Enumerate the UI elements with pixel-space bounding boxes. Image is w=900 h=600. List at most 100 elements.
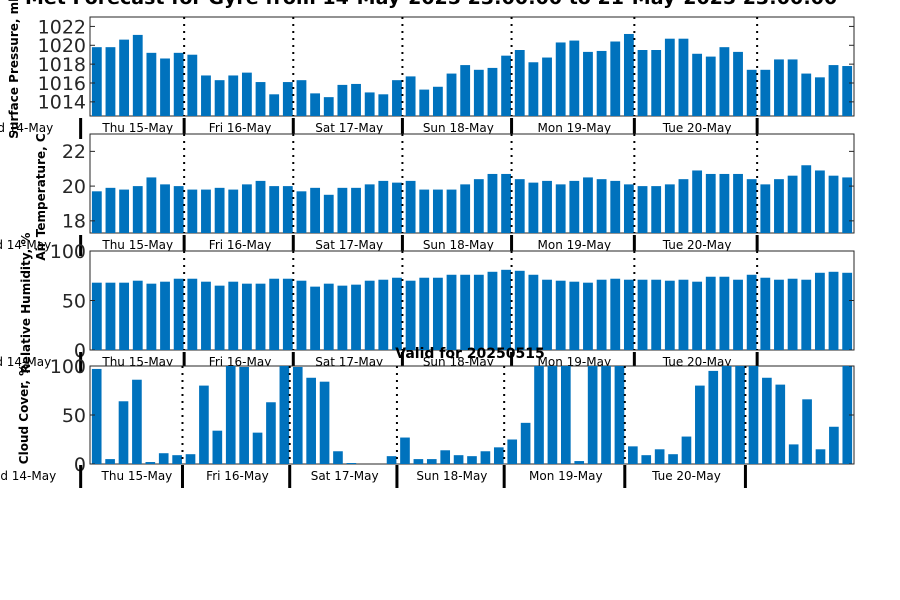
bar	[664, 38, 675, 116]
bar	[733, 51, 743, 116]
bar	[105, 282, 116, 350]
bar	[528, 182, 539, 233]
bar	[542, 279, 552, 350]
y-tick-label: 50	[62, 405, 86, 427]
bar	[212, 430, 223, 464]
bar	[473, 274, 484, 350]
y-axis-label: Air Temperature, C	[34, 133, 48, 261]
bar	[296, 280, 307, 350]
bar	[528, 274, 539, 350]
bar	[501, 269, 512, 350]
bar	[788, 444, 799, 464]
bar	[105, 459, 115, 464]
bar	[351, 83, 361, 116]
bar	[364, 184, 375, 233]
bar	[555, 184, 566, 233]
bar	[378, 279, 389, 350]
bar	[705, 173, 716, 233]
bar	[601, 366, 611, 464]
bar	[507, 439, 518, 464]
bar	[555, 42, 566, 116]
bar	[319, 381, 330, 464]
bar	[392, 277, 402, 350]
bar	[760, 69, 771, 116]
bar	[323, 194, 334, 233]
day-label: Sat 17-May	[311, 469, 379, 483]
bar	[346, 463, 357, 464]
bar	[514, 179, 525, 233]
bar	[801, 279, 812, 350]
bar	[282, 186, 293, 233]
bar	[333, 451, 343, 464]
bar	[520, 422, 531, 464]
bar	[432, 189, 443, 233]
bar	[705, 276, 716, 350]
y-tick-label: 100	[50, 356, 86, 378]
bar	[91, 282, 102, 350]
bar	[623, 279, 634, 350]
bar	[405, 180, 416, 233]
bar	[172, 455, 182, 464]
bar	[534, 366, 544, 464]
bar	[419, 277, 430, 350]
bar	[774, 279, 784, 350]
bar	[187, 278, 198, 350]
bar	[664, 280, 675, 350]
bar	[733, 173, 743, 233]
bar	[146, 283, 157, 350]
bar	[514, 50, 525, 116]
bar	[542, 57, 552, 116]
bar	[119, 39, 130, 116]
bar	[828, 271, 839, 350]
bar	[501, 173, 512, 233]
bar	[132, 280, 143, 350]
bar	[842, 66, 853, 116]
bar	[719, 276, 730, 350]
panel-title: Valid for 20250515	[395, 346, 544, 362]
day-label: Thu 15-May	[101, 238, 173, 252]
day-label: Wed 14-May	[0, 121, 53, 135]
bar	[228, 281, 239, 350]
day-label: Tue 20-May	[651, 469, 721, 483]
bar	[118, 401, 129, 464]
bar	[400, 437, 410, 464]
bar	[337, 187, 348, 233]
y-tick-label: 100	[50, 241, 86, 263]
bar	[405, 76, 416, 116]
bar	[228, 189, 239, 233]
bar	[473, 69, 484, 116]
bar	[787, 278, 798, 350]
bar	[528, 62, 539, 116]
bar	[91, 368, 102, 464]
day-label: Wed 14-May	[0, 469, 56, 483]
bar	[241, 184, 252, 233]
bar	[681, 436, 692, 464]
bar	[405, 280, 416, 350]
day-label: Fri 16-May	[209, 238, 272, 252]
bar	[323, 283, 334, 350]
bar	[842, 177, 853, 233]
bar	[378, 180, 389, 233]
bar	[610, 180, 621, 233]
bar	[623, 184, 634, 233]
bar	[555, 280, 566, 350]
bar	[746, 179, 757, 233]
bar	[787, 175, 798, 233]
bar	[105, 47, 116, 116]
bar	[514, 270, 525, 350]
y-tick-label: 0	[74, 340, 86, 362]
bar	[637, 50, 648, 116]
bar	[132, 186, 143, 233]
bar	[252, 432, 263, 464]
day-label: Wed 14-May	[0, 355, 51, 369]
bar	[614, 366, 625, 464]
day-label: Fri 16-May	[206, 469, 269, 483]
bar	[214, 285, 225, 350]
bar	[306, 377, 316, 464]
bar	[719, 173, 730, 233]
bar	[292, 366, 303, 464]
bar	[145, 462, 156, 464]
bar	[678, 279, 689, 350]
